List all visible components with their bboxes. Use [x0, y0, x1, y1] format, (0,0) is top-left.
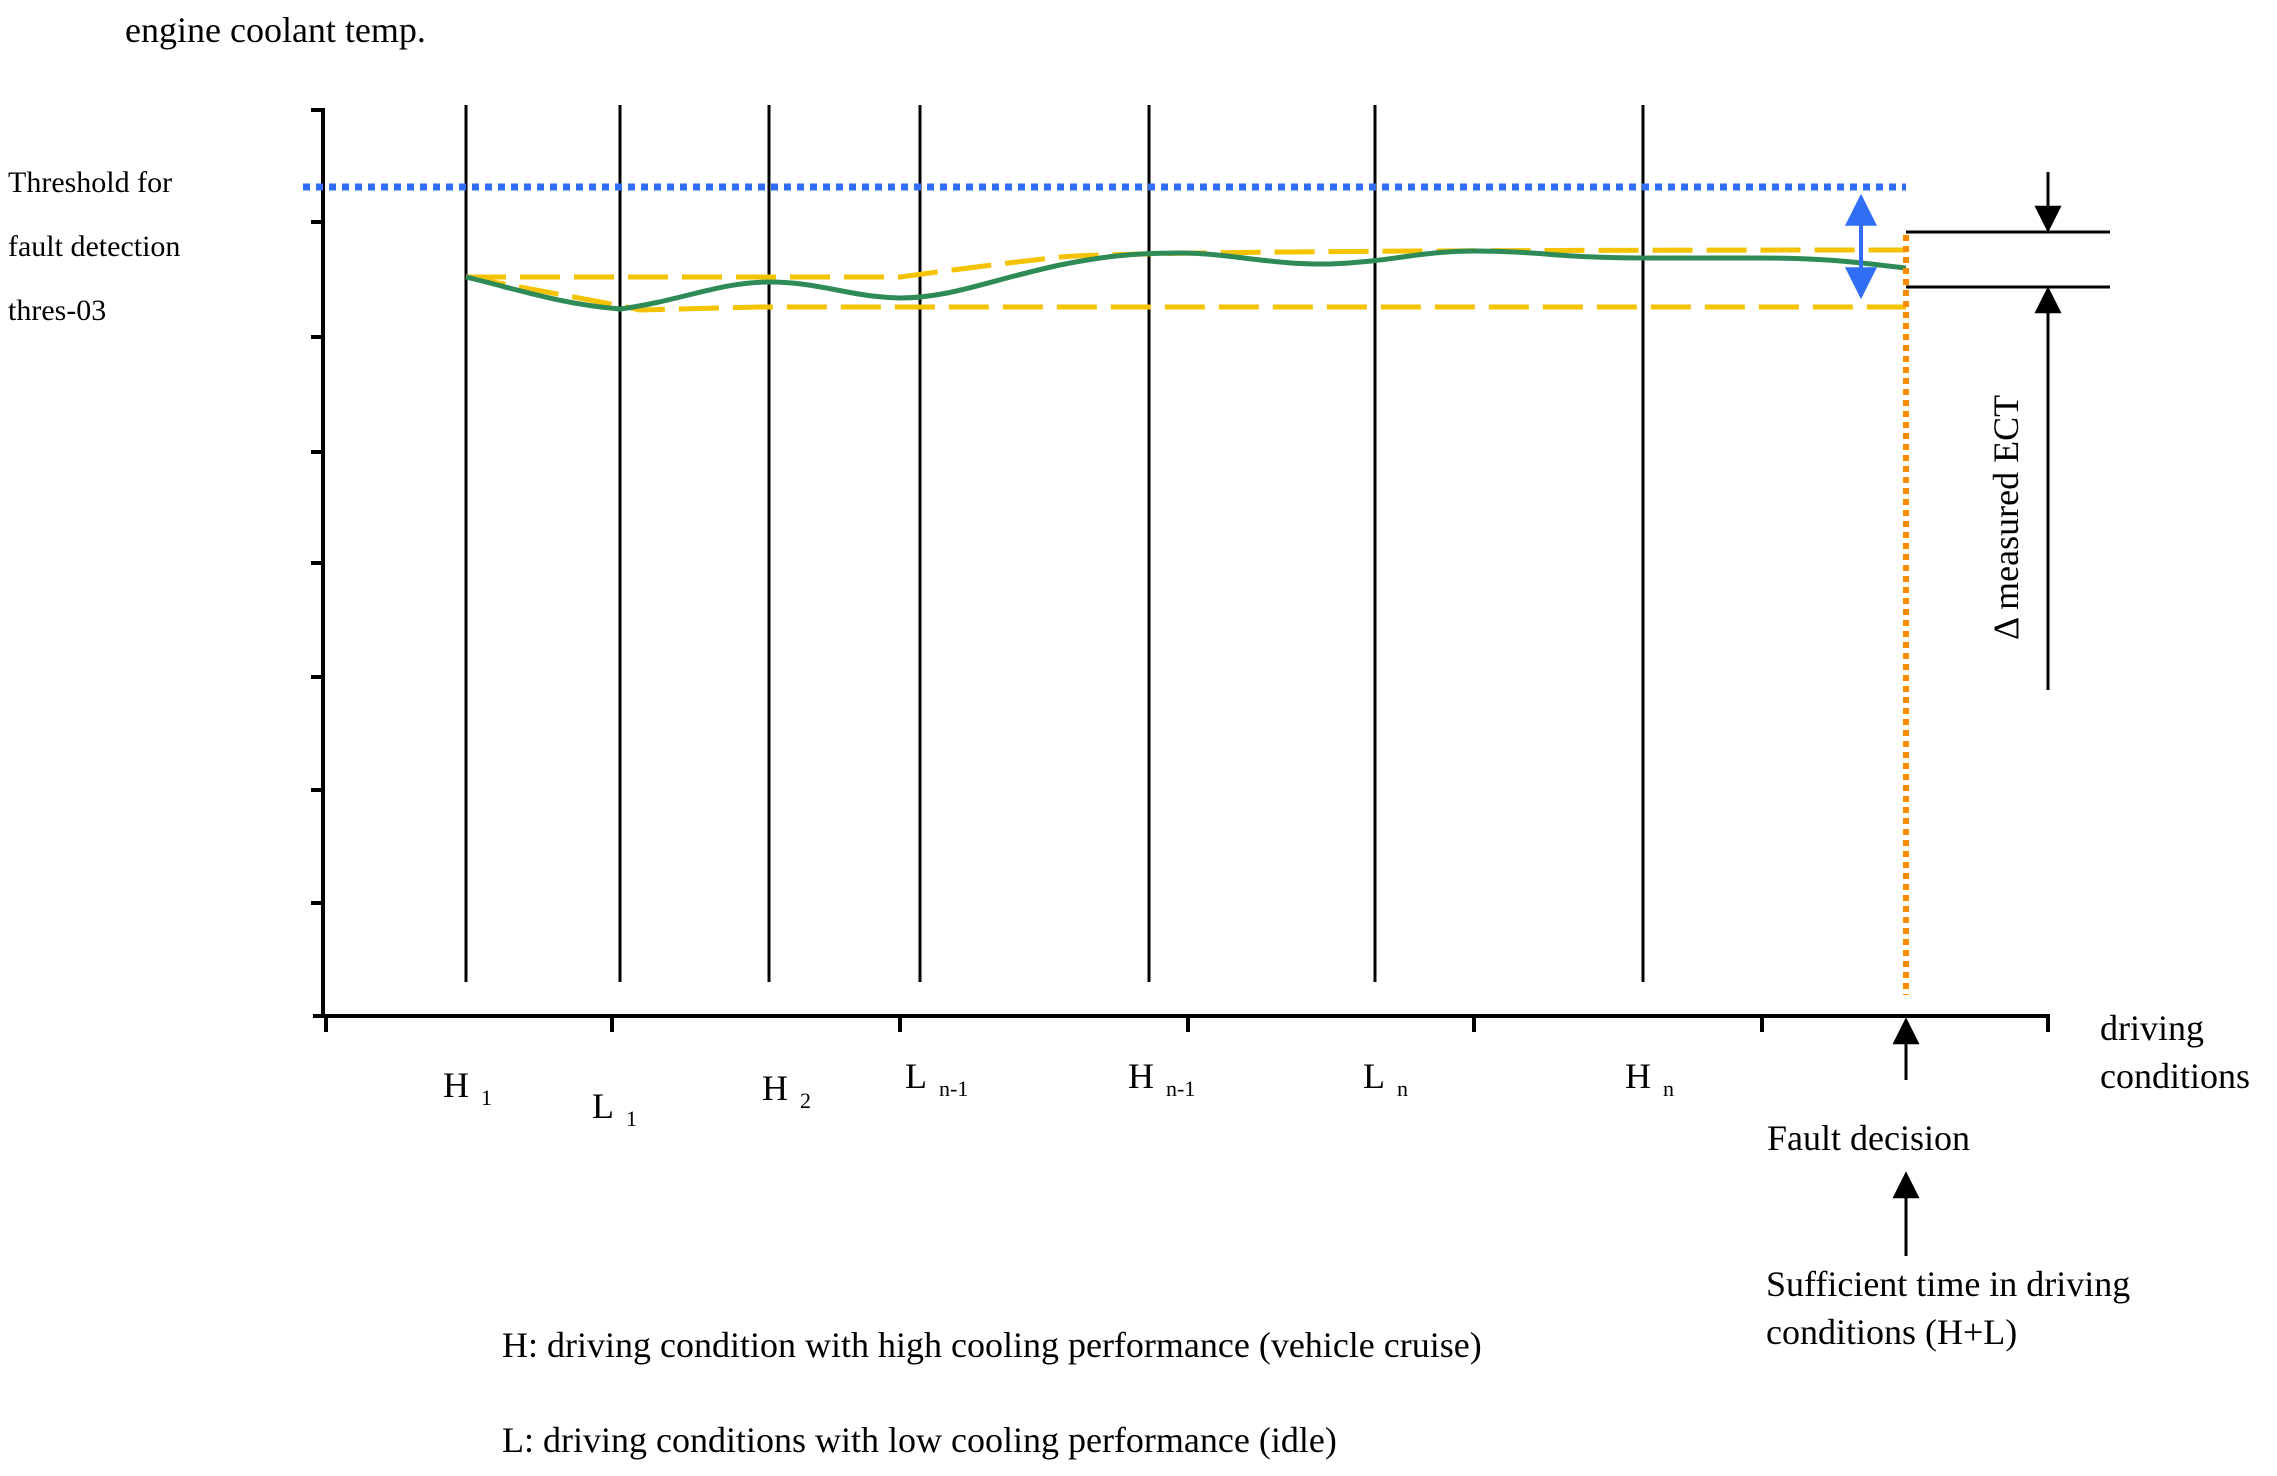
measured-ect-curve — [465, 248, 1907, 312]
legend-l: L: driving conditions with low cooling p… — [502, 1420, 1337, 1460]
fault-decision-label: Fault decision — [1767, 1118, 1970, 1158]
y-axis-label: engine coolant temp. — [125, 10, 426, 50]
legend-h: H: driving condition with high cooling p… — [502, 1325, 1482, 1365]
x-axis-label-line2: conditions — [2100, 1056, 2250, 1096]
threshold-label-line1: Threshold for — [8, 166, 172, 199]
x-axis-label-line1: driving — [2100, 1008, 2204, 1048]
threshold-label-line3: thres-03 — [8, 294, 106, 327]
delta-bracket — [1906, 172, 2110, 690]
x-axis-ticks — [324, 1016, 2050, 1032]
sufficient-time-label-line2: conditions (H+L) — [1766, 1312, 2017, 1352]
threshold-label-line2: fault detection — [8, 230, 180, 263]
condition-separators — [464, 105, 1645, 982]
y-axis-ticks — [311, 108, 323, 905]
delta-measured-ect-label: Δ measured ECT — [1986, 395, 2026, 640]
sufficient-time-label-line1: Sufficient time in driving — [1766, 1264, 2130, 1304]
band-lower — [465, 274, 1906, 313]
axes — [313, 108, 2050, 1018]
